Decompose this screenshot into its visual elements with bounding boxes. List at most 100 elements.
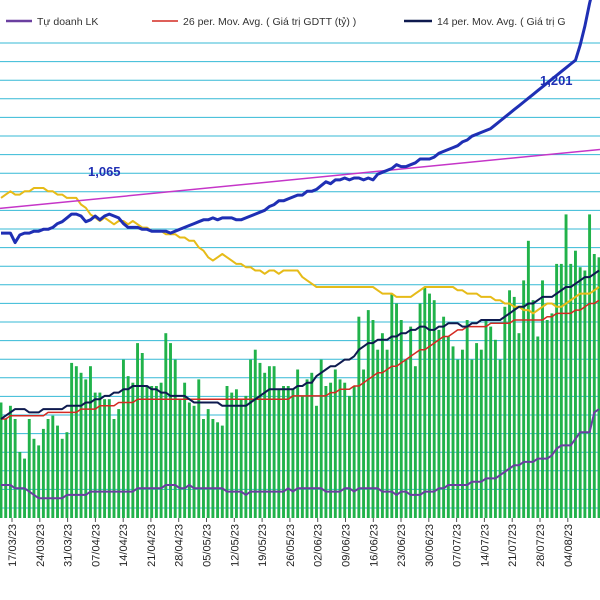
bar-63: [296, 369, 300, 518]
legend-label-ma14: 14 per. Mov. Avg. ( Giá trị G: [437, 16, 566, 28]
bar-113: [531, 300, 535, 518]
bar-104: [489, 326, 493, 518]
bar-108: [508, 290, 511, 518]
bar-67: [315, 405, 318, 518]
bar-125: [588, 214, 592, 518]
x-axis: 17/03/23 24/03/23 31/03/23 07/04/23 14/04/23…: [7, 518, 575, 567]
bar-56: [263, 372, 267, 518]
bar-121: [569, 263, 573, 518]
bar-3: [13, 419, 17, 518]
bar-112: [526, 240, 530, 519]
bar-17: [79, 372, 83, 518]
x-tick-label-7: 05/05/23: [202, 524, 214, 567]
bar-84: [395, 303, 398, 518]
bar-4: [18, 452, 22, 518]
bar-105: [493, 339, 497, 518]
bar-59: [277, 389, 281, 518]
bar-33: [154, 386, 158, 518]
bar-27: [126, 376, 130, 518]
bar-11: [51, 415, 55, 518]
bar-series-gdtt: [0, 214, 600, 519]
bar-102: [479, 349, 483, 518]
bar-61: [286, 386, 290, 518]
bar-58: [272, 366, 276, 518]
bar-8: [37, 445, 41, 518]
bar-126: [592, 254, 596, 518]
bar-123: [578, 267, 582, 518]
bar-94: [442, 316, 446, 518]
bar-28: [131, 382, 135, 518]
bar-50: [234, 389, 238, 518]
bar-70: [329, 382, 333, 518]
legend-label-tudoanh: Tự doanh LK: [37, 16, 98, 28]
bar-89: [418, 303, 422, 518]
x-tick-label-9: 19/05/23: [257, 524, 269, 567]
x-tick-label-13: 16/06/23: [368, 524, 380, 567]
x-tick-label-18: 21/07/23: [507, 524, 519, 567]
bar-76: [357, 316, 361, 518]
bar-31: [145, 386, 149, 518]
bar-44: [206, 409, 210, 518]
bar-39: [183, 382, 187, 518]
bar-120: [564, 214, 568, 518]
bar-85: [399, 320, 403, 518]
x-tick-label-3: 07/04/23: [90, 524, 102, 567]
bar-7: [32, 438, 36, 518]
bar-41: [192, 405, 196, 518]
line-ma14: [0, 269, 600, 420]
x-tick-label-8: 12/05/23: [229, 524, 241, 567]
bar-66: [310, 372, 314, 518]
bar-25: [117, 409, 121, 518]
bar-54: [253, 349, 257, 518]
bar-69: [324, 386, 328, 518]
bar-65: [305, 379, 309, 518]
x-tick-label-5: 21/04/23: [146, 524, 158, 567]
bar-106: [498, 359, 502, 518]
bar-9: [41, 428, 45, 518]
bar-64: [300, 395, 304, 518]
bar-51: [239, 399, 243, 518]
bar-103: [484, 320, 488, 518]
bar-88: [413, 366, 417, 518]
bar-30: [140, 353, 144, 518]
bar-14: [65, 432, 69, 518]
line-trend: [0, 148, 600, 210]
bar-95: [446, 336, 450, 518]
bar-114: [536, 336, 540, 518]
bar-45: [211, 419, 215, 518]
bar-118: [555, 263, 559, 518]
bar-115: [541, 280, 544, 518]
bar-47: [220, 425, 224, 518]
bar-6: [27, 419, 31, 518]
bar-77: [362, 369, 366, 518]
bar-79: [371, 320, 375, 518]
bar-101: [475, 343, 479, 518]
bar-46: [216, 422, 220, 518]
bar-53: [249, 359, 253, 518]
annotation-label-0: 1,065: [88, 164, 121, 179]
bar-109: [512, 296, 516, 518]
x-tick-label-20: 04/08/23: [563, 524, 575, 567]
bar-68: [319, 359, 323, 518]
x-tick-label-19: 28/07/23: [535, 524, 547, 567]
bar-19: [89, 366, 92, 518]
bar-20: [93, 392, 97, 518]
bar-92: [432, 300, 436, 518]
bar-117: [550, 313, 554, 518]
bar-81: [380, 333, 384, 518]
bar-48: [225, 386, 229, 518]
bar-111: [522, 280, 526, 518]
bar-90: [423, 287, 427, 518]
bar-52: [244, 395, 248, 518]
bar-122: [574, 250, 577, 518]
bar-93: [437, 329, 441, 518]
x-tick-label-15: 30/06/23: [424, 524, 436, 567]
bar-16: [74, 366, 78, 518]
x-tick-label-1: 24/03/23: [35, 524, 47, 567]
bar-29: [136, 343, 139, 518]
bar-62: [291, 389, 295, 518]
bar-82: [385, 349, 389, 518]
bar-86: [404, 359, 408, 518]
bar-21: [98, 392, 102, 518]
bar-42: [197, 379, 201, 518]
